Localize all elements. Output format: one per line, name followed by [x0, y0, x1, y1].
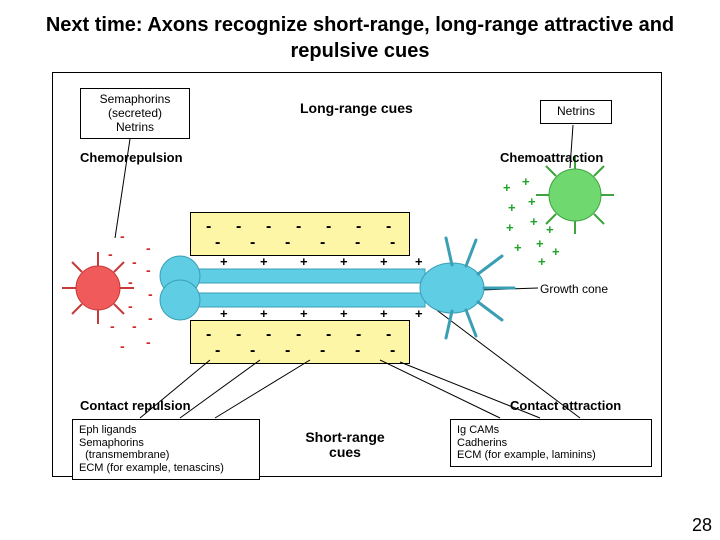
- box-line: ECM (for example, laminins): [457, 449, 645, 462]
- label-growth-cone: Growth cone: [540, 282, 608, 296]
- box-netrins: Netrins: [540, 100, 612, 124]
- slide-number: 28: [692, 515, 712, 536]
- label-short-range: Short-range cues: [295, 430, 395, 461]
- box-line: (secreted): [87, 107, 183, 121]
- box-line: ECM (for example, tenascins): [79, 462, 253, 475]
- label-chemorepulsion: Chemorepulsion: [80, 150, 183, 165]
- axon-group: [160, 238, 514, 338]
- box-line: Cadherins: [457, 437, 645, 450]
- label-contact-attraction: Contact attraction: [510, 398, 621, 413]
- box-line: Semaphorins: [87, 93, 183, 107]
- box-line: Semaphorins: [79, 437, 253, 450]
- label-long-range: Long-range cues: [300, 100, 413, 116]
- box-eph: Eph ligands Semaphorins (transmembrane) …: [72, 419, 260, 480]
- label-chemoattraction: Chemoattraction: [500, 150, 603, 165]
- box-line: Netrins: [87, 121, 183, 135]
- box-cams: Ig CAMs Cadherins ECM (for example, lami…: [450, 419, 652, 467]
- box-secreted-sema: Semaphorins (secreted) Netrins: [80, 88, 190, 139]
- repellent-cell: [62, 252, 134, 324]
- box-line: Eph ligands: [79, 424, 253, 437]
- label-contact-repulsion: Contact repulsion: [80, 398, 191, 413]
- box-line: (transmembrane): [79, 449, 253, 462]
- box-line: Netrins: [547, 105, 605, 119]
- box-line: Ig CAMs: [457, 424, 645, 437]
